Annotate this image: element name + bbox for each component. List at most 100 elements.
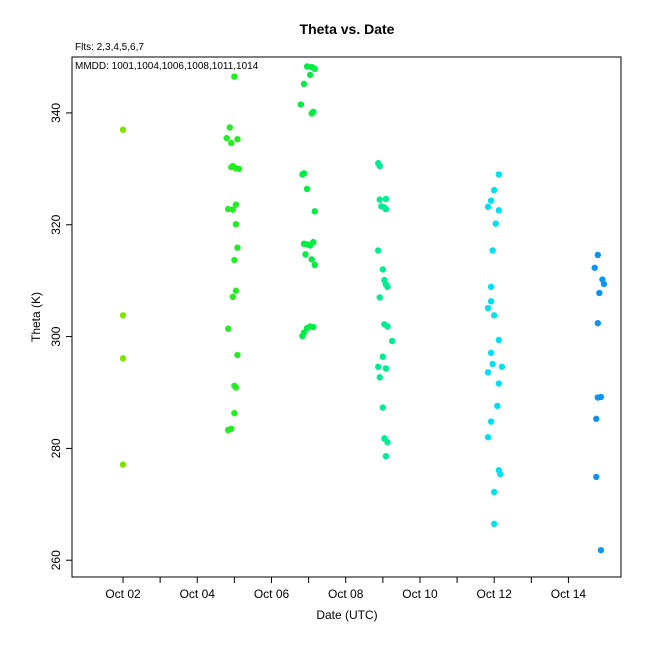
data-point	[492, 220, 499, 227]
y-tick-label: 280	[49, 438, 63, 458]
data-point	[234, 135, 241, 143]
data-point	[235, 165, 243, 173]
data-point	[495, 336, 503, 344]
data-point	[490, 488, 498, 496]
data-point	[302, 251, 309, 258]
x-tick-label: Oct 12	[477, 587, 513, 601]
data-point	[376, 196, 383, 203]
data-point	[300, 80, 308, 88]
x-tick-label: Oct 14	[551, 587, 587, 601]
x-tick-label: Oct 10	[402, 587, 438, 601]
data-point	[303, 324, 311, 332]
data-point	[310, 323, 317, 331]
data-points	[119, 63, 608, 554]
y-tick-label: 340	[49, 103, 63, 123]
data-point	[594, 319, 602, 327]
data-point	[487, 283, 495, 291]
data-point	[490, 312, 498, 319]
data-point	[484, 369, 492, 376]
data-point	[375, 247, 382, 254]
data-point	[228, 139, 235, 147]
data-point	[226, 124, 233, 131]
y-tick-label: 300	[49, 326, 63, 346]
x-tick-label: Oct 06	[254, 587, 290, 601]
data-point	[591, 264, 598, 271]
flights-line: Flts: 2,3,4,5,6,7	[75, 42, 144, 53]
x-axis: Oct 02 Oct 04 Oct 06 Oct 08 Oct 10 Oct 12 Oct …	[105, 577, 586, 601]
data-point	[224, 325, 232, 332]
y-tick-label: 320	[49, 214, 63, 234]
data-point	[487, 298, 495, 305]
data-point	[119, 461, 127, 468]
data-point	[229, 293, 237, 301]
x-tick-label: Oct 02	[105, 587, 141, 601]
data-point	[495, 171, 503, 178]
data-point	[594, 251, 602, 259]
y-tick-label: 260	[49, 550, 63, 570]
chart-title: Theta vs. Date	[300, 21, 395, 37]
data-point	[484, 304, 492, 312]
y-axis: 260 280 300 320 340	[49, 103, 72, 570]
data-point	[311, 65, 318, 72]
data-point	[495, 380, 503, 387]
data-point	[232, 384, 240, 391]
data-point	[490, 186, 498, 194]
x-axis-label: Date (UTC)	[316, 608, 377, 622]
data-point	[384, 283, 391, 291]
data-point	[379, 353, 387, 360]
data-point	[119, 312, 127, 319]
data-point	[489, 247, 496, 254]
data-point	[376, 374, 383, 381]
data-point	[494, 402, 501, 410]
x-tick-label: Oct 08	[328, 587, 364, 601]
data-point	[303, 185, 311, 193]
data-point	[232, 220, 240, 228]
plot-frame	[71, 56, 622, 578]
data-point	[497, 470, 504, 478]
data-point	[384, 323, 391, 330]
data-point	[231, 256, 238, 264]
data-point	[224, 205, 232, 213]
data-point	[487, 418, 495, 425]
data-point	[234, 244, 241, 251]
data-point	[234, 351, 241, 359]
data-point	[311, 208, 318, 215]
data-point	[593, 473, 600, 481]
data-point	[593, 415, 600, 422]
data-point	[382, 195, 390, 203]
data-point	[484, 434, 492, 441]
data-point	[232, 201, 240, 208]
data-point	[379, 404, 387, 411]
data-point	[308, 110, 315, 117]
data-point	[495, 207, 503, 214]
data-point	[223, 134, 230, 142]
data-point	[384, 439, 391, 446]
data-point	[596, 289, 603, 297]
mmdd-line: MMDD: 1001,1004,1006,1008,1011,1014	[75, 61, 259, 72]
data-point	[388, 337, 396, 345]
data-point	[297, 101, 305, 108]
data-point	[382, 453, 390, 460]
data-point	[487, 349, 495, 356]
data-point	[375, 363, 382, 370]
data-point	[299, 171, 306, 178]
data-point	[487, 197, 495, 204]
data-point	[308, 256, 315, 263]
data-point	[498, 363, 506, 370]
data-point	[306, 71, 314, 79]
data-point	[228, 163, 235, 171]
data-point	[597, 546, 605, 554]
data-point	[231, 409, 238, 417]
data-point	[382, 205, 390, 213]
data-point	[231, 73, 238, 80]
data-point	[311, 261, 318, 269]
data-point	[224, 426, 232, 434]
data-point	[489, 360, 496, 368]
x-tick-label: Oct 04	[180, 587, 216, 601]
data-point	[306, 242, 314, 249]
y-axis-label: Theta (K)	[29, 292, 43, 342]
data-point	[299, 332, 306, 340]
data-point	[490, 520, 498, 528]
data-point	[597, 393, 605, 401]
